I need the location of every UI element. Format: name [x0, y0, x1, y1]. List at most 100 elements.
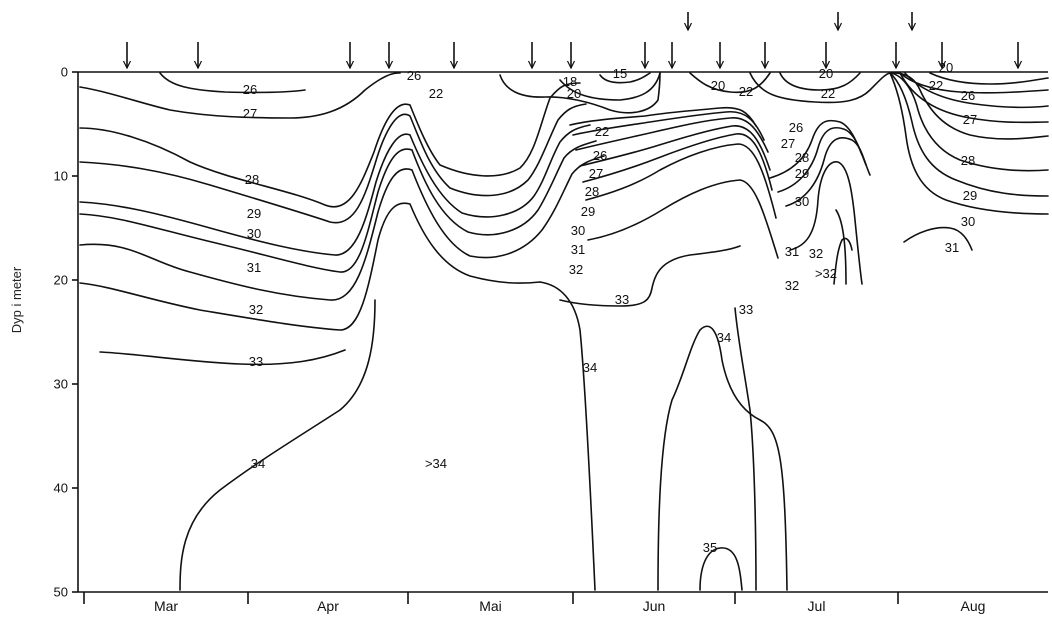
sampling-arrow-head: [667, 60, 677, 70]
isoline: [79, 140, 597, 273]
isoline: [559, 245, 741, 307]
contour-label: 30: [571, 223, 585, 238]
x-month-label: Apr: [317, 598, 339, 614]
contour-label: 34: [583, 360, 597, 375]
sampling-arrows: [122, 12, 1023, 70]
contour-label: 32: [249, 302, 263, 317]
contour-label: 26: [961, 88, 975, 103]
sampling-arrow-head: [907, 22, 917, 32]
isoline: [79, 124, 591, 256]
sampling-arrow-head: [345, 60, 355, 70]
contour-label: 22: [821, 86, 835, 101]
x-month-label: Aug: [961, 598, 986, 614]
y-tick-label: 30: [54, 377, 68, 392]
contour-label: 34: [717, 330, 731, 345]
contour-label: 20: [939, 60, 953, 75]
contour-label: 32: [809, 246, 823, 261]
isoline: [587, 179, 779, 259]
contour-label: 28: [245, 172, 259, 187]
contour-label: 15: [613, 66, 627, 81]
contour-label: 22: [429, 86, 443, 101]
contour-label: 28: [795, 150, 809, 165]
isoline: [539, 281, 596, 591]
contour-label: 18: [563, 74, 577, 89]
axes: 0 10 20 30 40 50 Mar Apr Mai Jun Jul Aug: [54, 65, 1048, 614]
contour-label: 20: [711, 78, 725, 93]
contour-label: 30: [247, 226, 261, 241]
contour-label: 31: [247, 260, 261, 275]
isoline: [79, 155, 605, 301]
contour-label: 20: [567, 86, 581, 101]
isoline: [899, 72, 1049, 124]
isoline: [833, 237, 853, 285]
isoline: [599, 72, 651, 84]
contour-label: 26: [593, 148, 607, 163]
contour-label: 31: [945, 240, 959, 255]
contour-label: 26: [789, 120, 803, 135]
sampling-arrow-head: [937, 60, 947, 70]
isoline: [789, 161, 863, 285]
sampling-arrow-head: [449, 60, 459, 70]
isoline: [499, 72, 661, 114]
sampling-arrow-head: [833, 22, 843, 32]
isoline: [689, 72, 771, 94]
isoline: [769, 119, 863, 179]
x-month-label: Mai: [479, 598, 502, 614]
contour-label: 22: [929, 78, 943, 93]
contour-label: 20: [819, 66, 833, 81]
contour-label: 27: [963, 112, 977, 127]
sampling-arrow-head: [566, 60, 576, 70]
isoline: [559, 72, 661, 101]
isoline: [657, 325, 788, 591]
isoline: [929, 72, 1049, 85]
isoline: [582, 133, 773, 191]
y-tick-label: 40: [54, 481, 68, 496]
contour-label: 27: [589, 166, 603, 181]
isoline: [734, 307, 757, 591]
contour-label: 29: [247, 206, 261, 221]
sampling-arrow-head: [384, 60, 394, 70]
contour-label: 32: [569, 262, 583, 277]
contour-label: 35: [703, 540, 717, 555]
isoline: [889, 72, 1049, 215]
isoline: [903, 226, 973, 251]
sampling-arrow-head: [1013, 60, 1023, 70]
contour-label: 28: [961, 153, 975, 168]
sampling-arrow-head: [683, 22, 693, 32]
isoline: [79, 202, 541, 331]
contour-label: >34: [425, 456, 447, 471]
sampling-arrow-head: [715, 60, 725, 70]
sampling-arrow-head: [122, 60, 132, 70]
contour-label: 26: [243, 82, 257, 97]
sampling-arrow-head: [760, 60, 770, 70]
contour-label: 31: [571, 242, 585, 257]
x-month-label: Mar: [154, 598, 178, 614]
sampling-arrow-head: [193, 60, 203, 70]
x-month-label: Jun: [643, 598, 666, 614]
contour-label: 29: [795, 166, 809, 181]
isoline: [777, 126, 867, 193]
contour-label: 34: [251, 456, 265, 471]
isoline: [159, 72, 306, 94]
contour-lines: [79, 72, 1049, 591]
sampling-arrow-head: [640, 60, 650, 70]
isoline: [904, 72, 1049, 109]
isoline: [889, 72, 1049, 197]
contour-label: 27: [781, 136, 795, 151]
contour-label: 28: [585, 184, 599, 199]
contour-label: 31: [785, 244, 799, 259]
isoline: [579, 125, 771, 171]
isoline: [179, 299, 376, 591]
isoline: [699, 547, 743, 591]
contour-label: 33: [739, 302, 753, 317]
isoline: [749, 72, 891, 104]
isoline: [585, 143, 777, 219]
contour-label: 22: [595, 124, 609, 139]
isoline: [99, 349, 346, 366]
y-tick-label: 10: [54, 169, 68, 184]
contour-label: 32: [785, 278, 799, 293]
sampling-arrow-head: [821, 60, 831, 70]
contour-label: 26: [407, 68, 421, 83]
